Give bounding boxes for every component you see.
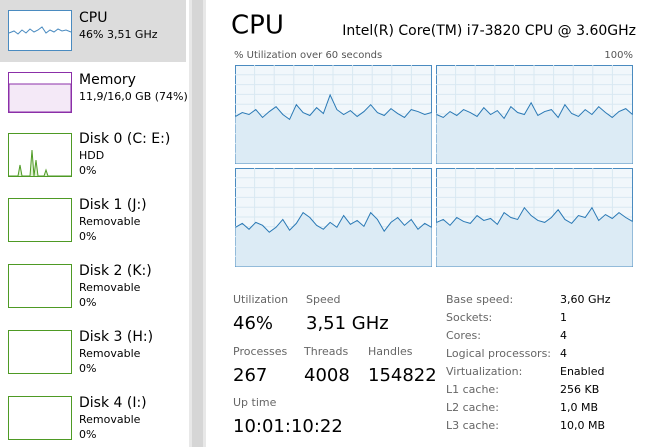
detail-value: 1,0 MB	[560, 401, 598, 414]
core-area	[436, 207, 633, 267]
item-name: Disk 1 (J:)	[79, 197, 147, 213]
detail-label: L1 cache:	[446, 383, 499, 396]
item-usage: 0%	[79, 362, 96, 375]
stat-label: Utilization	[233, 293, 288, 306]
core-line	[235, 93, 432, 121]
stat-label: Speed	[306, 293, 340, 306]
detail-value: 256 KB	[560, 383, 599, 396]
core-line	[436, 101, 633, 120]
detail-value: 3,60 GHz	[560, 293, 611, 306]
detail-value: 4	[560, 329, 567, 342]
processor: Intel(R) Core(TM) i7-3820 CPU @ 3.60GHz	[342, 23, 636, 39]
item-name: Disk 4 (I:)	[79, 395, 147, 411]
item-detail: Removable	[79, 281, 141, 294]
detail-label: L3 cache:	[446, 419, 499, 432]
cpu-thumb	[8, 10, 72, 51]
title: CPU	[231, 11, 284, 41]
graph-max: 100%	[604, 50, 633, 61]
core-area	[235, 94, 432, 164]
item-name: Disk 2 (K:)	[79, 263, 152, 279]
item-usage: 0%	[79, 230, 96, 243]
detail-value: 4	[560, 347, 567, 360]
stat-value: 154822	[368, 365, 437, 386]
stat-label: Processes	[233, 345, 287, 358]
item-detail: Removable	[79, 215, 141, 228]
core-line	[235, 211, 432, 233]
item-name: Disk 0 (C: E:)	[79, 131, 170, 147]
core-area	[436, 102, 633, 164]
graph-label: % Utilization over 60 seconds	[234, 50, 382, 61]
detail-value: Enabled	[560, 365, 604, 378]
detail-label: Base speed:	[446, 293, 513, 306]
disk-thumb	[8, 133, 72, 440]
core-area	[235, 212, 432, 267]
item-detail: Removable	[79, 413, 141, 426]
item-detail: Removable	[79, 347, 141, 360]
detail-label: Virtualization:	[446, 365, 522, 378]
item-usage: 0%	[79, 164, 96, 177]
item-name: CPU	[79, 10, 107, 26]
stat-value: 3,51 GHz	[306, 313, 389, 334]
item-usage: 0%	[79, 296, 96, 309]
stat-label: Threads	[303, 345, 348, 358]
item-usage: 0%	[79, 428, 96, 441]
scrollbar-thumb[interactable]	[192, 0, 203, 447]
stat-label: Up time	[233, 396, 277, 409]
stat-label: Handles	[368, 345, 413, 358]
stat-value: 10:01:10:22	[233, 416, 343, 437]
item-detail: HDD	[79, 149, 104, 162]
item-name: Disk 3 (H:)	[79, 329, 153, 345]
detail-value: 10,0 MB	[560, 419, 605, 432]
item-detail: 46% 3,51 GHz	[79, 28, 158, 41]
core-line	[436, 206, 633, 227]
detail-label: L2 cache:	[446, 401, 499, 414]
item-detail: 11,9/16,0 GB (74%)	[79, 90, 188, 103]
stat-value: 4008	[304, 365, 350, 386]
memory-thumb	[8, 72, 72, 113]
detail-label: Cores:	[446, 329, 481, 342]
detail-value: 1	[560, 311, 567, 324]
stat-value: 46%	[233, 313, 273, 334]
item-name: Memory	[79, 72, 136, 88]
detail-label: Sockets:	[446, 311, 492, 324]
detail-label: Logical processors:	[446, 347, 551, 360]
stat-value: 267	[233, 365, 267, 386]
